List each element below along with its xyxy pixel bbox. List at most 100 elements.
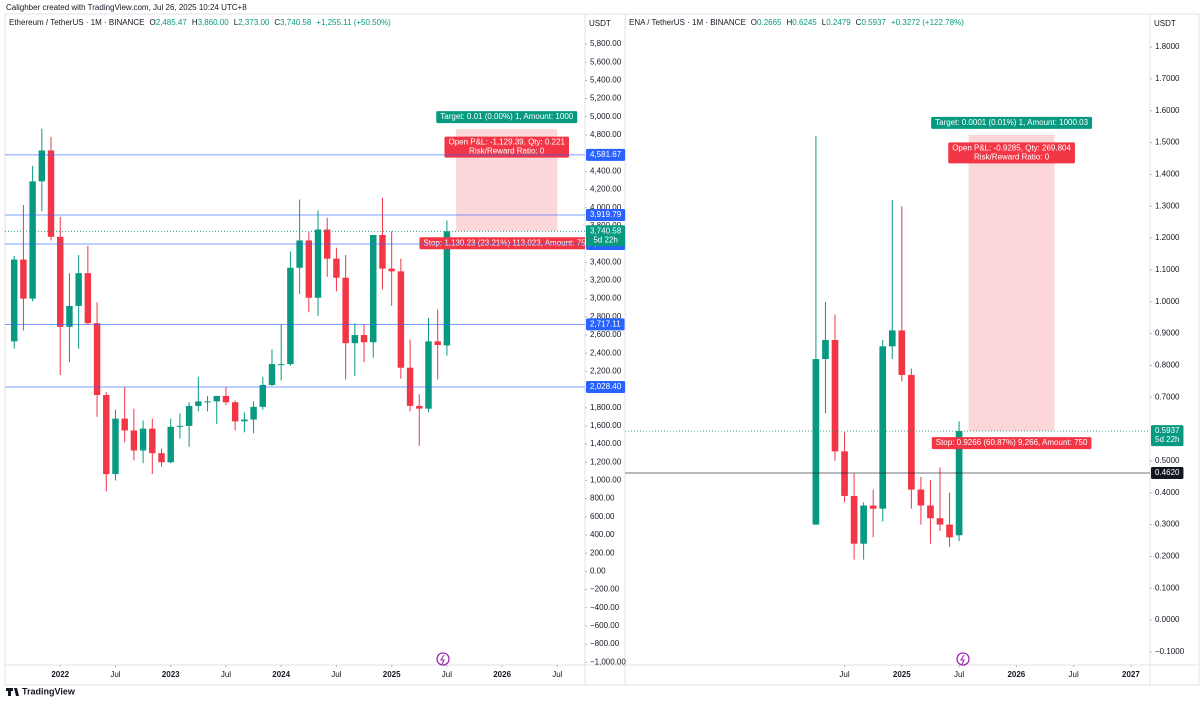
candle-body <box>946 524 953 538</box>
price-label-text: 0.4620 <box>1155 468 1180 477</box>
last-price-label-bg <box>1151 425 1184 447</box>
candle-body <box>231 402 239 422</box>
candle-body <box>66 305 73 327</box>
last-price-label-text: 5d 22h <box>1155 435 1179 444</box>
y-tick-label: 2,800.00 <box>590 312 622 321</box>
candle-body <box>342 277 349 344</box>
candle-body <box>296 240 303 268</box>
y-tick-label: 600.00 <box>590 512 615 521</box>
candle-body <box>831 339 839 452</box>
candle-body <box>927 505 934 519</box>
candle-body <box>268 364 276 385</box>
candle-body <box>360 335 368 343</box>
y-tick-label: 3,000.00 <box>590 294 622 303</box>
last-price-label-text: 5d 22h <box>593 235 617 244</box>
x-tick-label: Jul <box>839 670 849 679</box>
candle-body <box>250 406 257 420</box>
y-tick-label: 1,600.00 <box>590 421 622 430</box>
legend-key: H <box>786 18 792 27</box>
target-label-bg <box>436 111 578 124</box>
y-tick-label: −200.00 <box>590 585 620 594</box>
x-tick-label: 2027 <box>1122 670 1140 679</box>
price-label: 4,581.67 <box>586 148 626 161</box>
price-label-bg <box>586 209 626 222</box>
x-tick-label: Jul <box>1069 670 1079 679</box>
y-tick-label: 0.3000 <box>1155 520 1180 529</box>
candle-body <box>379 235 386 269</box>
y-tick-label: 800.00 <box>590 494 615 503</box>
candle-body <box>879 346 887 509</box>
y-tick-label: 3,200.00 <box>590 276 622 285</box>
candle-body <box>287 267 294 365</box>
y-tick-label: 2,600.00 <box>590 330 622 339</box>
price-label-text: 2,028.40 <box>590 382 622 391</box>
candle-body <box>850 495 858 544</box>
candle-body <box>38 150 46 182</box>
candle-body <box>370 235 377 343</box>
candle-body <box>388 268 395 272</box>
candle-body <box>397 271 405 368</box>
candle-body <box>204 401 211 403</box>
stop-label-text: Stop: 1,130.23 (23.21%) 113,023, Amount:… <box>423 238 590 247</box>
x-tick-label: Jul <box>110 670 120 679</box>
y-tick-label: 0.9000 <box>1155 329 1180 338</box>
last-price-label-text: 3,740.58 <box>590 226 622 235</box>
candle-body <box>57 236 64 327</box>
x-tick-label: 2024 <box>272 670 290 679</box>
legend-value: 3,740.58 <box>280 18 312 27</box>
price-label-bg <box>586 148 626 161</box>
candle-body <box>121 418 128 431</box>
legend-key: O <box>751 18 757 27</box>
x-tick-label: Jul <box>442 670 452 679</box>
legend: ENA / TetherUS · 1M · BINANCE O0.2665 H0.6… <box>629 18 964 27</box>
candle-body <box>167 426 174 463</box>
y-tick-label: 1.6000 <box>1155 106 1180 115</box>
y-tick-label: 4,400.00 <box>590 166 622 175</box>
candle-body <box>860 505 867 544</box>
price-label-bg <box>586 318 625 331</box>
y-tick-label: 1,200.00 <box>590 457 622 466</box>
price-label-text: 2,717.11 <box>590 319 621 328</box>
y-tick-label: 1.7000 <box>1155 74 1180 83</box>
plot-area: Target: 0.01 (0.00%) 1, Amount: 1000 Open… <box>10 111 590 492</box>
y-tick-label: 0.2000 <box>1155 552 1180 561</box>
legend-key: O <box>149 18 155 27</box>
candle-body <box>425 341 432 409</box>
y-tick-label: 0.0000 <box>1155 615 1180 624</box>
candle-body <box>213 395 220 402</box>
candle-body <box>888 330 896 347</box>
last-price-label-text: 0.5937 <box>1155 426 1180 435</box>
y-tick-label: 4,800.00 <box>590 130 622 139</box>
candle-body <box>241 419 248 422</box>
candle-body <box>841 451 848 496</box>
y-tick-label: 1.2000 <box>1155 233 1180 242</box>
candle-body <box>955 431 963 536</box>
event-icon[interactable] <box>436 652 450 666</box>
stop-label-bg <box>419 237 585 250</box>
pnl-label-bg <box>948 142 1075 164</box>
candle-body <box>158 453 165 463</box>
y-tick-label: 2,200.00 <box>590 366 622 375</box>
y-tick-label: 1.4000 <box>1155 170 1180 179</box>
event-icon[interactable] <box>956 652 970 666</box>
candle-body <box>416 405 423 409</box>
y-tick-label: 0.4000 <box>1155 488 1180 497</box>
legend-value: 2,485.47 <box>156 18 188 27</box>
candle-body <box>130 430 138 451</box>
y-tick-label: 0.5000 <box>1155 456 1180 465</box>
stop-label-bg <box>931 437 1092 450</box>
price-label-bg <box>1151 467 1184 480</box>
candle-body <box>898 330 906 375</box>
target-label-text: Target: 0.0001 (0.01%) 1, Amount: 1000.0… <box>935 118 1089 127</box>
x-tick-label: Jul <box>552 670 562 679</box>
candle-body <box>195 401 202 406</box>
y-tick-label: 4,200.00 <box>590 185 622 194</box>
plot-area: Target: 0.0001 (0.01%) 1, Amount: 1000.0… <box>812 116 1093 560</box>
legend-value: 0.6245 <box>792 18 817 27</box>
pnl-label-text: Risk/Reward Ratio: 0 <box>469 147 545 156</box>
price-label-text: 3,919.79 <box>590 210 622 219</box>
candle-body <box>47 150 55 237</box>
candle-body <box>10 259 18 342</box>
